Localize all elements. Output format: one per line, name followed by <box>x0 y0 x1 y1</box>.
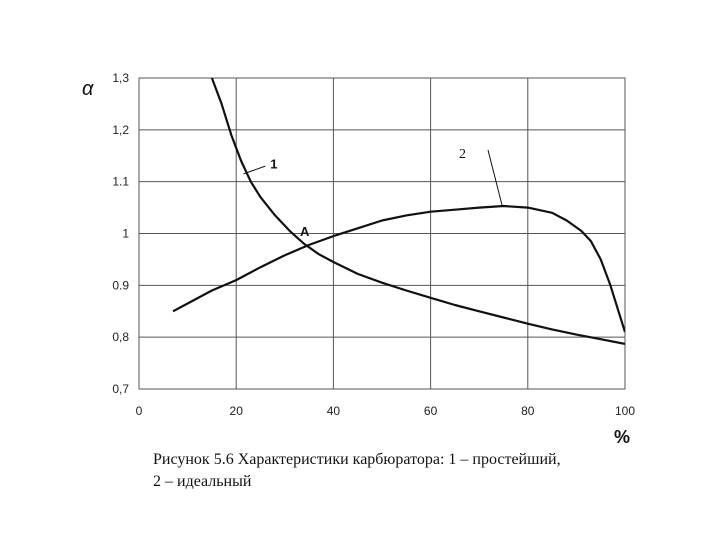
leader-line-1 <box>243 165 266 175</box>
y-tick-label-3: 1 <box>122 227 129 241</box>
series-1-label: 1 <box>270 157 277 172</box>
y-tick-label-5: 1,2 <box>112 123 129 137</box>
x-tick-label-1: 20 <box>230 404 244 418</box>
y-tick-label-4: 1.1 <box>112 175 129 189</box>
leader-line-2 <box>487 149 503 206</box>
y-tick-label-1: 0,8 <box>112 330 129 344</box>
figure-caption: Рисунок 5.6 Характеристики карбюратора: … <box>153 449 693 493</box>
x-tick-label-5: 100 <box>615 404 635 418</box>
x-axis-unit-label: % <box>614 427 630 447</box>
x-tick-label-0: 0 <box>136 404 143 418</box>
y-axis-label: α <box>82 78 94 100</box>
x-tick-label-4: 80 <box>521 404 535 418</box>
intersection-label-a: A <box>300 224 310 239</box>
caption-line-1: Рисунок 5.6 Характеристики карбюратора: … <box>153 451 561 468</box>
series-line-2 <box>172 204 625 333</box>
y-tick-label-2: 0.9 <box>112 278 129 292</box>
caption-line-2: 2 – идеальный <box>153 473 252 490</box>
series-2-label: 2 <box>459 147 466 162</box>
y-tick-label-6: 1,3 <box>112 71 129 85</box>
y-tick-label-0: 0,7 <box>112 382 129 396</box>
x-tick-label-3: 60 <box>424 404 438 418</box>
x-tick-label-2: 40 <box>327 404 341 418</box>
series-line-1 <box>210 78 625 345</box>
